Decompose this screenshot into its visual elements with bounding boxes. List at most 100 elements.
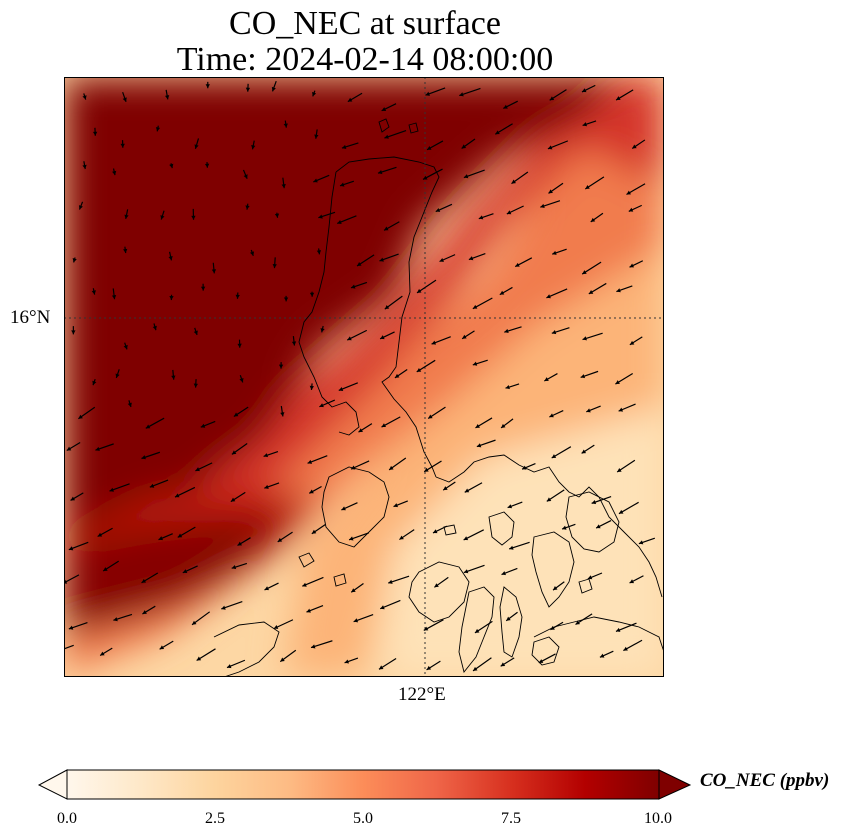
map-canvas: [64, 77, 664, 677]
wind-arrow-head: [500, 662, 506, 667]
wind-arrow-head: [550, 625, 555, 630]
wind-arrow-head: [82, 164, 87, 170]
colorbar-extend-min: [37, 769, 68, 800]
wind-arrow-head: [551, 454, 557, 459]
wind-arrow-head: [341, 144, 347, 149]
wind-arrow-head: [495, 130, 500, 135]
wind-arrow-head: [264, 586, 270, 591]
wind-arrow-head: [142, 610, 147, 614]
wind-arrow-head: [191, 215, 196, 220]
map-border: [64, 77, 664, 677]
wind-arrow-head: [316, 250, 322, 255]
coastline-palawan: [213, 621, 280, 677]
wind-arrow-head: [235, 294, 240, 299]
wind-arrow-head: [237, 343, 242, 348]
wind-arrow-head: [381, 423, 387, 428]
wind-arrow-head: [78, 205, 83, 210]
wind-arrow-head: [95, 446, 100, 451]
wind-arrow-head: [546, 294, 551, 299]
wind-arrow-head: [615, 380, 620, 385]
wind-arrow-head: [68, 625, 74, 630]
wind-arrow-head: [274, 213, 280, 218]
wind-arrow-head: [272, 264, 277, 269]
wind-arrow-head: [251, 145, 256, 150]
wind-arrow-head: [472, 304, 478, 309]
wind-arrow-head: [505, 384, 510, 390]
coastline-islet-6: [578, 578, 593, 594]
wind-arrow-head: [169, 163, 174, 169]
wind-arrow-head: [587, 575, 593, 580]
wind-arrow-head: [591, 500, 597, 505]
concentration-field: [64, 77, 664, 677]
wind-arrow-head: [443, 486, 448, 491]
wind-arrow-head: [499, 290, 505, 295]
wind-arrow-head: [68, 546, 74, 551]
wind-arrow-head: [462, 334, 467, 339]
wind-arrow-head: [168, 256, 173, 261]
wind-arrow-head: [435, 207, 441, 212]
wind-arrow-head: [226, 664, 232, 669]
wind-arrow-head: [158, 536, 163, 541]
wind-arrow-head: [358, 428, 363, 433]
wind-arrow-head: [388, 579, 393, 584]
wind-arrow-head: [231, 565, 237, 570]
wind-arrow-head: [230, 497, 236, 502]
wind-arrow-head: [425, 91, 430, 96]
wind-arrow-head: [111, 295, 117, 300]
wind-arrow-head: [618, 509, 624, 514]
wind-arrow-head: [318, 214, 323, 219]
coastline-luzon-west: [298, 171, 360, 436]
wind-arrow-head: [231, 450, 237, 455]
wind-arrow-head: [474, 628, 480, 633]
wind-arrow-head: [501, 423, 506, 428]
colorbar-tick: 10.0: [644, 810, 672, 827]
coastline-islet-4: [333, 573, 347, 587]
colorbar-gradient: [67, 770, 659, 799]
wind-arrow-head: [503, 104, 508, 109]
plot-title-line2: Time: 2024-02-14 08:00:00: [176, 41, 554, 78]
wind-arrow-head: [283, 123, 288, 128]
wind-arrow-head: [632, 144, 637, 149]
wind-arrow-head: [582, 270, 587, 275]
wind-arrow-head: [177, 533, 183, 538]
wind-arrow-head: [506, 616, 511, 621]
wind-arrow-head: [313, 178, 318, 183]
wind-arrow-head: [393, 503, 399, 508]
wind-arrow-head: [103, 567, 108, 572]
wind-arrow-head: [338, 386, 344, 391]
wind-arrow-head: [463, 536, 469, 541]
plot-title-line1: CO_NEC at surface: [229, 5, 501, 42]
wind-arrow-head: [468, 256, 474, 261]
wind-arrow-head: [291, 341, 297, 346]
wind-arrow-head: [463, 569, 469, 574]
wind-arrow-head: [311, 529, 317, 534]
wind-arrow-head: [544, 377, 549, 381]
wind-arrow-head: [357, 262, 362, 266]
wind-arrow-head: [478, 215, 484, 220]
wind-arrow-head: [562, 525, 567, 530]
wind-arrow-head: [378, 665, 384, 670]
wind-arrow-head: [423, 626, 429, 631]
wind-arrow-head: [549, 413, 554, 418]
wind-arrow-head: [353, 618, 359, 623]
coastline-bicol: [435, 454, 663, 598]
wind-arrow-head: [141, 578, 147, 583]
wind-arrow-head: [596, 524, 601, 529]
wind-arrow-head: [314, 134, 319, 139]
wind-arrow-head: [551, 330, 557, 335]
wind-arrow-head: [100, 651, 105, 656]
wind-arrow-head: [243, 174, 248, 179]
wind-arrow-head: [193, 383, 198, 388]
wind-arrow-head: [174, 493, 180, 498]
wind-arrow-head: [394, 373, 400, 378]
wind-arrow-head: [459, 92, 464, 97]
wind-arrow-head: [431, 340, 437, 345]
wind-arrow-head: [581, 88, 587, 93]
wind-arrow-head: [123, 248, 128, 254]
wind-arrow-head: [380, 605, 385, 610]
colorbar-tick: 7.5: [501, 810, 521, 827]
wind-arrow-head: [92, 131, 98, 136]
wind-arrow-head: [165, 95, 170, 100]
wind-arrow-head: [629, 340, 635, 345]
wind-arrow-head: [590, 217, 596, 222]
